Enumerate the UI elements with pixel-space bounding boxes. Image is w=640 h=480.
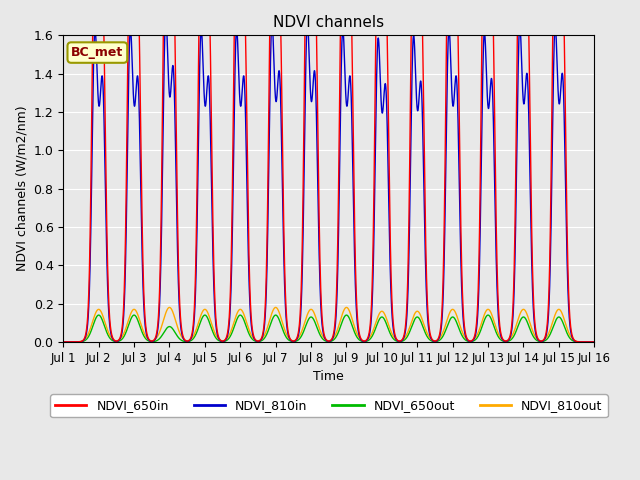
Text: BC_met: BC_met: [71, 46, 124, 59]
Title: NDVI channels: NDVI channels: [273, 15, 385, 30]
X-axis label: Time: Time: [314, 370, 344, 383]
Y-axis label: NDVI channels (W/m2/nm): NDVI channels (W/m2/nm): [15, 106, 28, 271]
Legend: NDVI_650in, NDVI_810in, NDVI_650out, NDVI_810out: NDVI_650in, NDVI_810in, NDVI_650out, NDV…: [50, 394, 607, 417]
